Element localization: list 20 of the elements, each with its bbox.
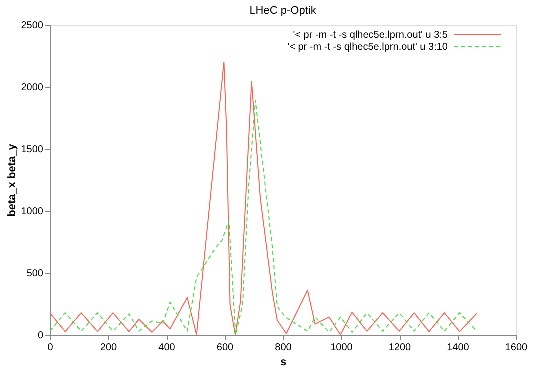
y-tick-label: 0 — [38, 330, 44, 342]
x-tick-label: 400 — [158, 342, 176, 354]
x-tick-label: 800 — [275, 342, 292, 354]
y-tick-label: 1000 — [21, 206, 44, 218]
x-tick-label: 1400 — [447, 342, 470, 354]
y-tick-label: 2500 — [21, 20, 44, 32]
y-tick-label: 500 — [26, 268, 44, 280]
x-tick-label: 200 — [100, 342, 118, 354]
chart-title: LHeC p-Optik — [250, 5, 317, 17]
x-tick-label: 600 — [216, 342, 234, 354]
x-tick-label: 1000 — [330, 342, 354, 354]
y-tick-label: 1500 — [21, 144, 44, 156]
x-tick-label: 1600 — [505, 342, 528, 354]
x-tick-label: 0 — [48, 342, 54, 354]
x-tick-label: 1200 — [388, 342, 412, 354]
x-axis-title: s — [280, 356, 287, 368]
y-tick-label: 2000 — [21, 82, 44, 94]
legend-label: '< pr -m -t -s qlhec5e.lprn.out' u 3:5 — [293, 30, 448, 41]
y-axis-title: beta_x beta_y — [6, 143, 18, 217]
legend-label: '< pr -m -t -s qlhec5e.lprn.out' u 3:10 — [288, 42, 448, 53]
